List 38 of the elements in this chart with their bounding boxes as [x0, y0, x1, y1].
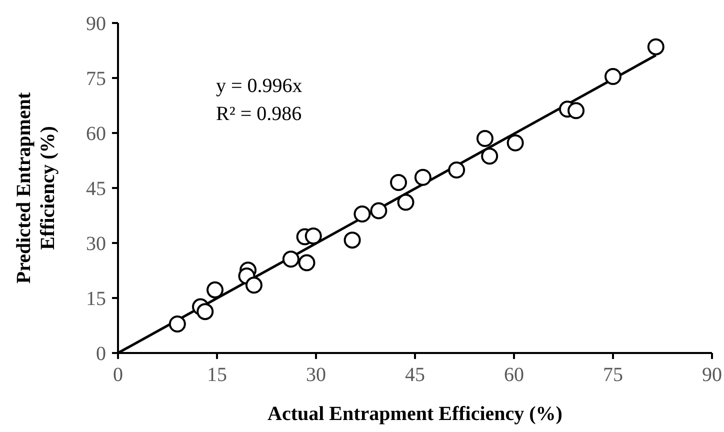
point — [245, 276, 262, 294]
x-tick-label: 45 — [405, 364, 425, 386]
point — [481, 148, 498, 165]
point — [448, 162, 466, 179]
x-tick-label: 30 — [306, 364, 326, 386]
x-tick-label: 0 — [113, 364, 123, 386]
point — [298, 254, 316, 272]
y-tick-label: 60 — [86, 123, 106, 145]
point — [196, 303, 214, 320]
point — [354, 206, 371, 223]
y-tick-label: 75 — [86, 68, 106, 90]
point — [476, 130, 494, 147]
point — [282, 250, 300, 268]
annotation: R² = 0.986 — [216, 103, 302, 125]
point — [414, 168, 432, 186]
x-tick-label: 90 — [702, 364, 722, 386]
point — [647, 38, 664, 56]
y-tick-label: 0 — [96, 343, 106, 365]
y-tick-label: 30 — [86, 233, 106, 255]
point — [568, 102, 585, 120]
y-tick-label: 15 — [86, 288, 106, 310]
point — [304, 228, 322, 245]
y-tick-label: 90 — [86, 13, 106, 35]
x-axis-title: Actual Entrapment Efficiency (%) — [268, 403, 562, 425]
x-tick-label: 15 — [207, 364, 227, 386]
point — [168, 316, 186, 333]
x-tick-label: 60 — [504, 364, 524, 386]
point — [397, 194, 414, 211]
annotation: y = 0.996x — [216, 75, 302, 97]
point — [604, 68, 622, 86]
point — [506, 134, 524, 152]
point — [344, 232, 361, 249]
point — [370, 202, 388, 220]
y-tick-label: 45 — [86, 178, 106, 200]
x-tick-label: 75 — [603, 364, 623, 386]
point — [390, 174, 407, 191]
y-axis-title: Predicted Entrapment Efficiency (%) — [13, 92, 59, 284]
point — [206, 281, 224, 298]
